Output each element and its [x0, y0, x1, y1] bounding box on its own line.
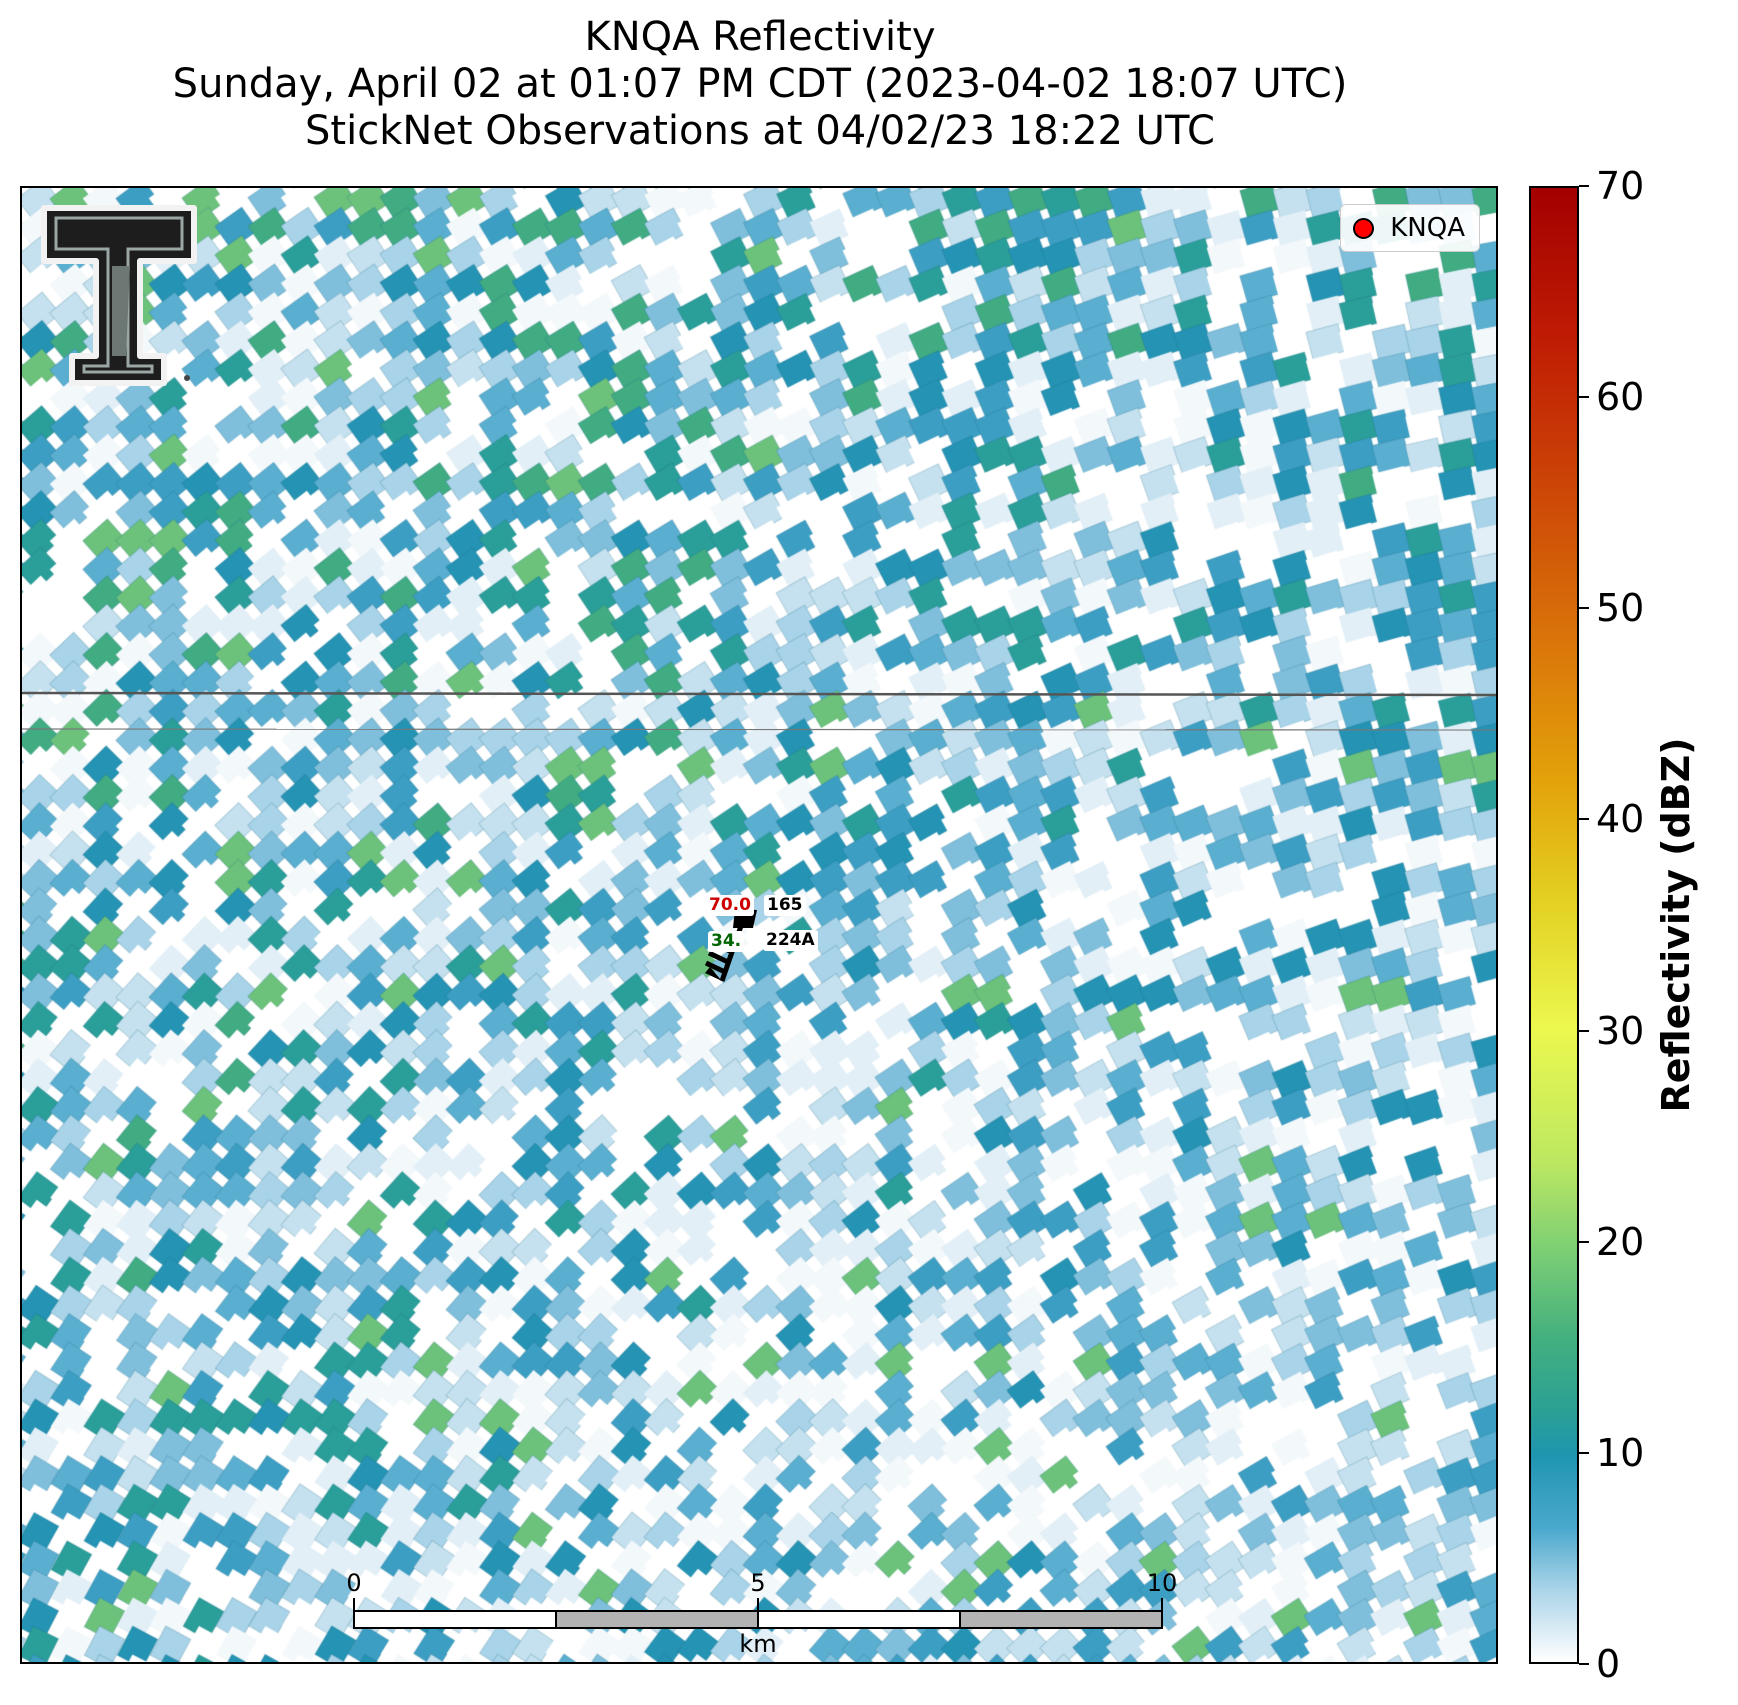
colorbar-tick-label: 20	[1596, 1219, 1645, 1264]
station-temperature: 70.0	[706, 895, 754, 916]
colorbar-tick	[1579, 185, 1589, 187]
colorbar-tick	[1579, 396, 1589, 399]
map-legend: KNQA	[1340, 204, 1480, 252]
county-boundary-line	[22, 691, 1496, 697]
map-subtitle-observations: StickNet Observations at 04/02/23 18:22 …	[305, 108, 1215, 154]
colorbar-tick	[1579, 607, 1589, 610]
reflectivity-field	[22, 188, 1496, 1662]
station-id: 224A	[763, 930, 818, 951]
map-title: KNQA Reflectivity	[584, 14, 936, 60]
colorbar-label: Reflectivity (dBZ)	[1654, 737, 1698, 1113]
colorbar-tick-label: 60	[1596, 375, 1645, 420]
colorbar-tick-label: 0	[1596, 1642, 1621, 1686]
legend-label: KNQA	[1390, 213, 1465, 243]
colorbar-tick-label: 10	[1596, 1430, 1645, 1475]
scale-unit-label: km	[739, 1630, 777, 1658]
colorbar-tick-label: 50	[1596, 586, 1645, 631]
colorbar-tick	[1579, 1240, 1589, 1243]
colorbar-tick	[1579, 818, 1589, 821]
scale-tick-label: 10	[1146, 1569, 1178, 1597]
radar-map[interactable]: 70.0 165 34. 224A 0 5 10 km KNQA	[20, 186, 1498, 1664]
scale-bar	[353, 1598, 1163, 1629]
map-overlay	[22, 205, 1496, 1629]
title-block: KNQA Reflectivity Sunday, April 02 at 01…	[0, 14, 1520, 155]
colorbar-tick	[1579, 1663, 1589, 1665]
station-dewpoint: 34.	[708, 931, 745, 952]
colorbar-tick	[1579, 1451, 1589, 1454]
colorbar-tick	[1579, 1029, 1589, 1032]
colorbar-tick-label: 40	[1596, 797, 1645, 842]
map-subtitle-time: Sunday, April 02 at 01:07 PM CDT (2023-0…	[172, 61, 1348, 107]
double-t-logo	[41, 205, 197, 386]
scale-tick-label: 5	[750, 1569, 766, 1597]
colorbar-tick-label: 70	[1596, 164, 1645, 208]
colorbar-tick-label: 30	[1596, 1008, 1645, 1053]
colorbar	[1529, 186, 1579, 1664]
county-boundary-line	[22, 728, 1496, 731]
station-pressure: 165	[764, 895, 806, 916]
scale-tick-label: 0	[346, 1569, 362, 1597]
radar-site-marker-icon	[1353, 217, 1375, 239]
